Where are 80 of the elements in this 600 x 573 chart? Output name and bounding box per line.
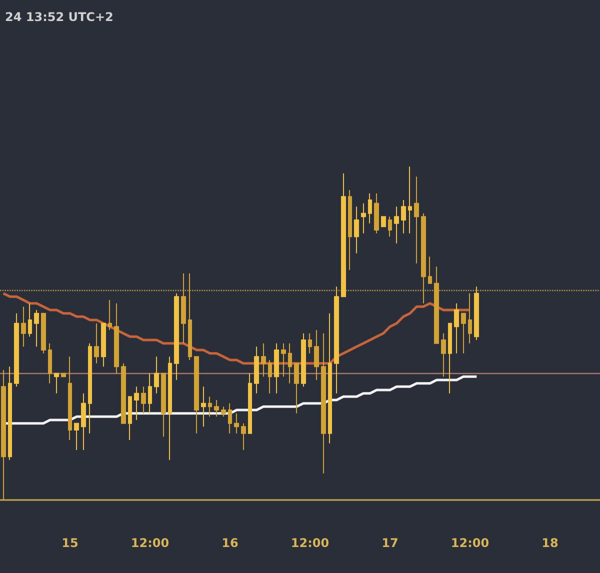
candlestick xyxy=(74,422,79,450)
candlestick xyxy=(454,302,459,354)
candlestick xyxy=(321,332,326,474)
candlestick xyxy=(88,342,92,434)
candlestick xyxy=(468,292,472,344)
candlestick xyxy=(174,292,179,380)
candlestick xyxy=(54,372,59,394)
candlestick xyxy=(348,190,352,270)
candlestick xyxy=(254,346,259,394)
candlestick xyxy=(448,322,452,394)
candlestick xyxy=(68,356,72,440)
candlestick xyxy=(228,402,232,434)
candlestick xyxy=(434,266,439,344)
candlestick xyxy=(114,302,119,374)
candlestick xyxy=(268,360,272,394)
candlestick xyxy=(148,372,152,414)
x-tick-label: 12:00 xyxy=(450,536,490,550)
x-tick-label: 18 xyxy=(542,536,558,550)
candlestick xyxy=(368,192,372,224)
candlestick xyxy=(168,356,172,460)
candlestick xyxy=(261,342,266,378)
candlestick xyxy=(34,310,39,348)
candlestick xyxy=(48,342,52,384)
candlestick xyxy=(401,200,406,234)
candlestick xyxy=(274,342,279,394)
chart-title: 24 13:52 UTC+2 xyxy=(5,10,114,24)
candlestick xyxy=(234,412,239,434)
candlestick xyxy=(14,312,19,388)
candlestick xyxy=(8,366,12,460)
x-tick-label: 15 xyxy=(62,536,78,550)
candlestick xyxy=(81,392,86,450)
candlestick xyxy=(294,362,299,414)
candlestick xyxy=(101,322,106,368)
candlestick xyxy=(208,396,212,418)
candlestick xyxy=(121,362,126,424)
candlestick xyxy=(214,400,219,418)
candlestick xyxy=(241,422,246,450)
x-tick-label: 12:00 xyxy=(130,536,170,550)
x-tick-label: 17 xyxy=(382,536,398,550)
x-tick-label: 16 xyxy=(222,536,238,550)
candlestick xyxy=(441,332,446,378)
candlestick xyxy=(201,386,206,428)
candlestick xyxy=(181,272,186,344)
candlestick xyxy=(188,272,192,360)
candlestick xyxy=(408,166,412,234)
candlestick xyxy=(288,342,292,384)
candlestick xyxy=(248,372,252,434)
candlestick xyxy=(194,356,199,434)
candlestick xyxy=(361,202,366,234)
candlestick xyxy=(161,372,166,438)
candlestick xyxy=(308,332,312,354)
candlestick xyxy=(421,212,426,304)
candlestick xyxy=(94,322,99,364)
candlestick xyxy=(328,312,332,444)
candlestick xyxy=(128,396,132,440)
candlestick xyxy=(281,342,286,378)
candlestick xyxy=(221,406,226,418)
candlestick xyxy=(314,330,319,380)
candlestick xyxy=(374,192,379,234)
candlestick xyxy=(1,370,6,500)
candlestick xyxy=(354,206,359,254)
candlestick xyxy=(154,356,159,394)
x-tick-label: 12:00 xyxy=(290,536,330,550)
candlestick xyxy=(388,216,392,238)
candlestick xyxy=(21,306,26,348)
candlestick xyxy=(428,256,432,284)
candlestick xyxy=(334,286,339,394)
candlestick xyxy=(341,172,346,298)
candlestick xyxy=(381,216,386,228)
candlestick xyxy=(61,372,66,378)
candlestick xyxy=(141,386,146,414)
candlestick xyxy=(134,386,139,420)
candlestick xyxy=(301,332,306,388)
candlestick xyxy=(394,206,399,244)
candlestick xyxy=(474,286,479,340)
candlestick xyxy=(41,312,46,354)
candlestick xyxy=(414,176,419,264)
candlestick xyxy=(461,312,466,354)
candlestick xyxy=(28,302,32,338)
candlestick xyxy=(108,300,112,330)
